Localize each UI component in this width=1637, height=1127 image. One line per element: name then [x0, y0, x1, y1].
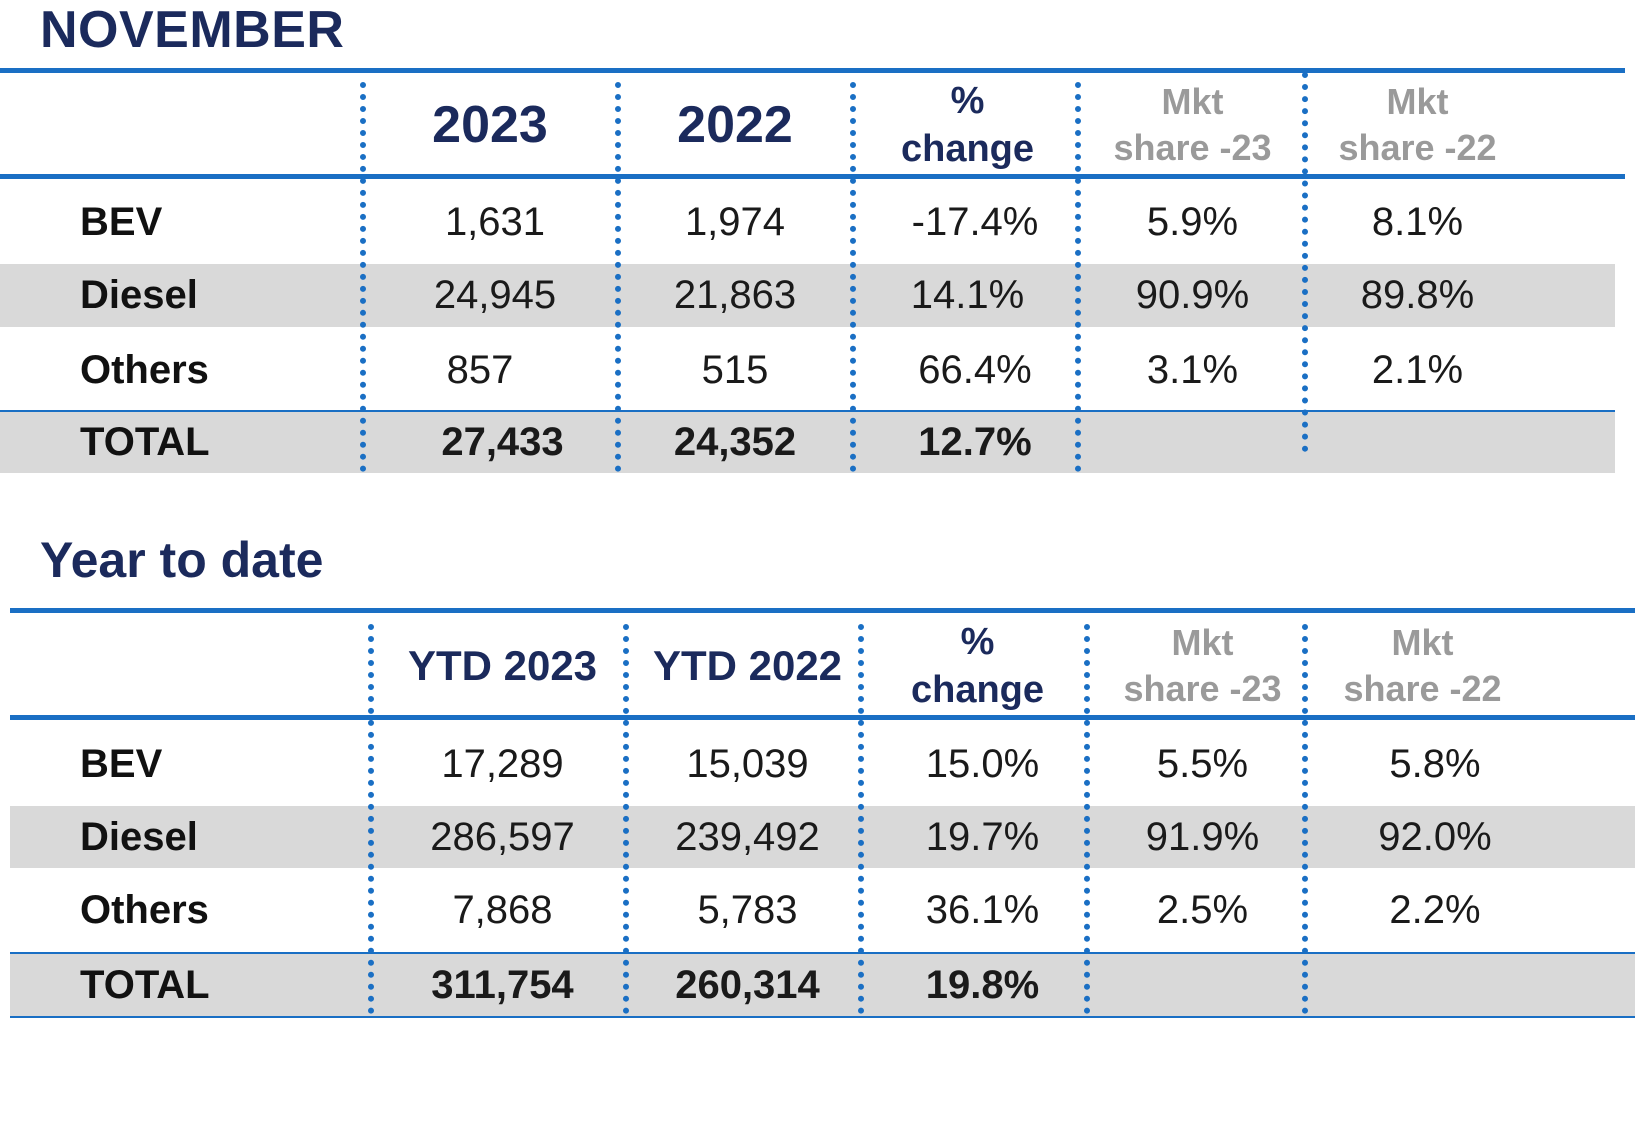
- row-label: Diesel: [80, 814, 198, 859]
- row-label: Others: [80, 347, 209, 392]
- table-header-row: YTD 2023 YTD 2022 % change Mkt share -23…: [10, 613, 1635, 718]
- value-mkt-share-22: 8.1%: [1371, 199, 1464, 244]
- table-bottom-rule: [10, 1016, 1635, 1018]
- header-bottom-rule: [0, 174, 1625, 179]
- total-top-rule: [10, 952, 1635, 954]
- value-2023: 286,597: [430, 814, 575, 859]
- value-2023: 17,289: [441, 741, 564, 786]
- table-row: Diesel 24,945 21,863 14.1% 90.9% 89.8%: [0, 264, 1615, 327]
- table-row: BEV 1,631 1,974 -17.4% 5.9% 8.1%: [0, 186, 1625, 258]
- value-mkt-share-22: 5.8%: [1389, 741, 1481, 786]
- value-pct-change: -17.4%: [911, 199, 1039, 244]
- november-table: 2023 2022 % change Mkt share -23 Mkt sha…: [0, 68, 1625, 473]
- value-mkt-share-23: 91.9%: [1145, 814, 1260, 859]
- total-2022: 24,352: [673, 420, 797, 464]
- value-mkt-share-23: 5.9%: [1146, 199, 1239, 244]
- header-mkt23-line1: Mkt: [1171, 621, 1234, 663]
- column-separator: [858, 624, 864, 1014]
- header-mkt22-line2: share -22: [1338, 126, 1497, 168]
- header-pct-line1: %: [950, 79, 985, 122]
- value-2023: 1,631: [444, 199, 546, 244]
- value-mkt-share-22: 89.8%: [1360, 273, 1475, 317]
- value-mkt-share-22: 2.1%: [1371, 347, 1464, 392]
- value-pct-change: 66.4%: [918, 347, 1032, 392]
- header-pct-line2: change: [910, 668, 1045, 711]
- table-top-rule: [0, 68, 1625, 73]
- total-row: TOTAL 27,433 24,352 12.7%: [0, 412, 1615, 473]
- header-pct-change: % change: [855, 73, 1080, 176]
- total-top-rule: [0, 410, 1615, 412]
- total-label: TOTAL: [80, 420, 210, 464]
- table-top-rule: [10, 608, 1635, 613]
- column-separator: [368, 624, 374, 1014]
- value-pct-change: 19.7%: [925, 814, 1040, 859]
- header-mkt-share-22: Mkt share -22: [1310, 613, 1535, 718]
- row-label: BEV: [80, 199, 163, 244]
- column-separator: [360, 82, 366, 472]
- value-mkt-share-23: 2.5%: [1156, 887, 1249, 932]
- column-separator: [623, 624, 629, 1014]
- header-mkt22-line1: Mkt: [1386, 80, 1449, 122]
- row-label: BEV: [80, 741, 163, 786]
- column-separator: [1075, 82, 1081, 472]
- header-mkt-share-23: Mkt share -23: [1090, 613, 1315, 718]
- header-2022: 2022: [677, 95, 793, 154]
- value-mkt-share-23: 90.9%: [1135, 273, 1250, 317]
- column-separator: [1302, 72, 1308, 452]
- header-ytd-2022: YTD 2022: [652, 641, 843, 689]
- table-row: Others 857 515 66.4% 3.1% 2.1%: [0, 332, 1625, 408]
- header-mkt23-line1: Mkt: [1161, 80, 1224, 122]
- header-mkt23-line2: share -23: [1113, 126, 1272, 168]
- header-pct-change: % change: [865, 613, 1090, 718]
- header-2023: 2023: [432, 95, 548, 154]
- value-2023: 24,945: [433, 273, 557, 317]
- value-2023: 857: [446, 347, 514, 392]
- november-title: NOVEMBER: [40, 1, 345, 59]
- header-mkt22-line2: share -22: [1343, 667, 1502, 709]
- value-2023: 7,868: [452, 887, 553, 932]
- value-pct-change: 14.1%: [910, 273, 1025, 317]
- header-mkt22-line1: Mkt: [1391, 621, 1454, 663]
- total-2023: 311,754: [431, 962, 574, 1007]
- table-row: Diesel 286,597 239,492 19.7% 91.9% 92.0%: [10, 806, 1635, 868]
- total-2022: 260,314: [675, 962, 820, 1007]
- header-mkt-share-23: Mkt share -23: [1080, 73, 1305, 176]
- value-2022: 239,492: [675, 814, 820, 859]
- header-pct-line1: %: [960, 620, 995, 663]
- header-mkt23-line2: share -23: [1123, 667, 1282, 709]
- total-pct-change: 12.7%: [918, 420, 1032, 464]
- total-label: TOTAL: [80, 962, 210, 1007]
- value-2022: 15,039: [686, 741, 809, 786]
- total-pct-change: 19.8%: [925, 962, 1040, 1007]
- value-pct-change: 15.0%: [925, 741, 1040, 786]
- ytd-title: Year to date: [40, 532, 324, 588]
- total-2023: 27,433: [441, 420, 564, 464]
- column-separator: [1084, 624, 1090, 1014]
- header-mkt-share-22: Mkt share -22: [1305, 73, 1530, 176]
- value-2022: 1,974: [684, 199, 786, 244]
- total-row: TOTAL 311,754 260,314 19.8%: [10, 954, 1635, 1016]
- value-pct-change: 36.1%: [925, 887, 1040, 932]
- column-separator: [615, 82, 621, 472]
- row-label: Others: [80, 887, 209, 932]
- header-ytd-2023: YTD 2023: [407, 641, 598, 689]
- value-2022: 5,783: [697, 887, 798, 932]
- header-bottom-rule: [10, 715, 1635, 720]
- value-mkt-share-23: 3.1%: [1146, 347, 1239, 392]
- table-row: Others 7,868 5,783 36.1% 2.5% 2.2%: [10, 872, 1635, 948]
- row-label: Diesel: [80, 273, 198, 317]
- table-row: BEV 17,289 15,039 15.0% 5.5% 5.8%: [10, 726, 1635, 802]
- value-mkt-share-22: 2.2%: [1389, 887, 1481, 932]
- value-2022: 515: [701, 347, 769, 392]
- column-separator: [1302, 624, 1308, 1014]
- ytd-table: YTD 2023 YTD 2022 % change Mkt share -23…: [10, 608, 1635, 1018]
- value-mkt-share-23: 5.5%: [1156, 741, 1249, 786]
- column-separator: [850, 82, 856, 472]
- table-header-row: 2023 2022 % change Mkt share -23 Mkt sha…: [0, 73, 1625, 176]
- value-2022: 21,863: [673, 273, 797, 317]
- value-mkt-share-22: 92.0%: [1378, 814, 1492, 859]
- header-pct-line2: change: [900, 127, 1035, 170]
